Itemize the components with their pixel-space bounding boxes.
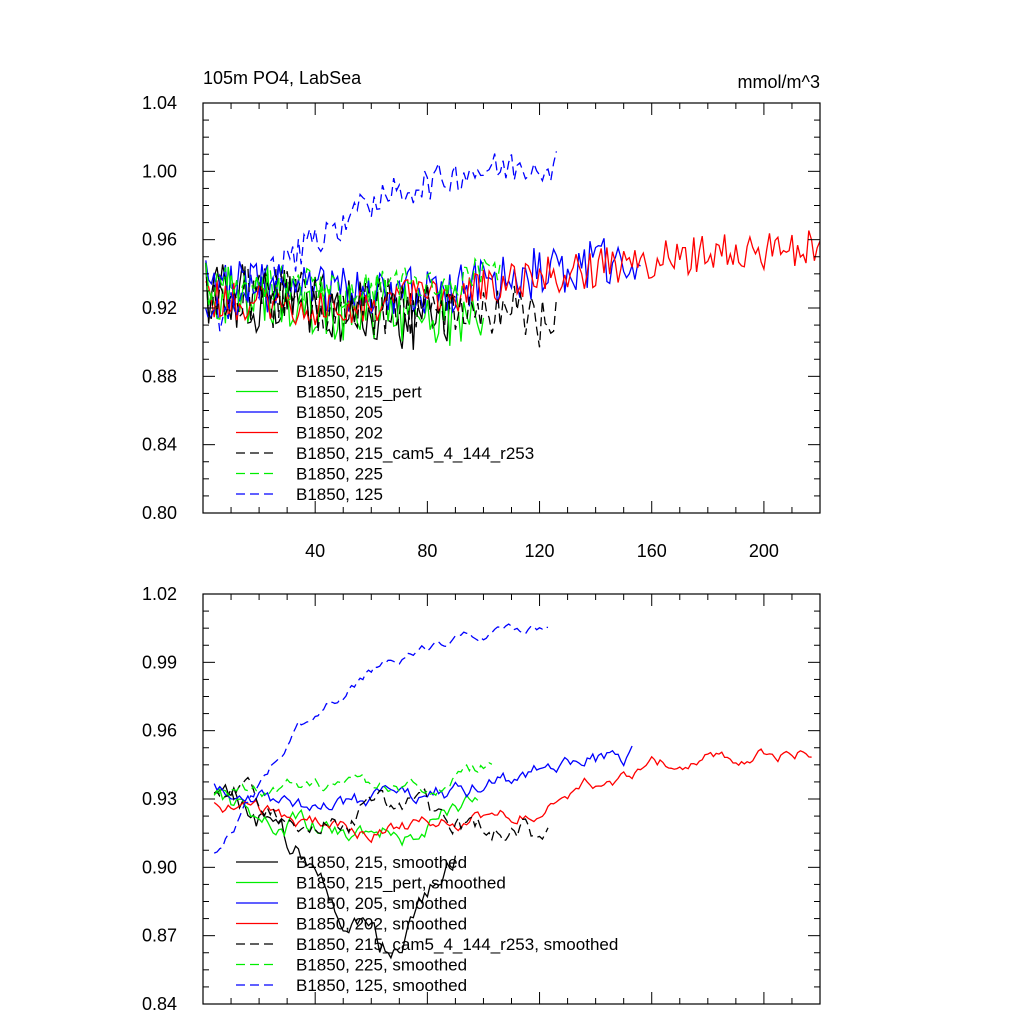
series-line-5 [205, 262, 558, 348]
legend-label: B1850, 125, smoothed [296, 976, 467, 995]
y-tick-label: 0.96 [142, 721, 177, 741]
legend-label: B1850, 215_pert, smoothed [296, 874, 506, 893]
series-line-2 [213, 788, 479, 847]
y-tick-label: 0.84 [142, 435, 177, 455]
y-tick-label: 0.87 [142, 926, 177, 946]
series-line-4 [205, 230, 820, 326]
series-line-4 [213, 748, 812, 844]
x-tick-label: 40 [305, 541, 325, 561]
legend-label: B1850, 215, smoothed [296, 853, 467, 872]
y-tick-label: 0.80 [142, 503, 177, 523]
y-tick-label: 0.93 [142, 789, 177, 809]
top-panel-series [205, 151, 820, 350]
legend-label: B1850, 215_pert [296, 383, 422, 402]
legend-label: B1850, 215_cam5_4_144_r253, smoothed [296, 935, 618, 954]
x-tick-label: 160 [637, 541, 667, 561]
y-tick-label: 0.96 [142, 230, 177, 250]
x-tick-label: 200 [749, 541, 779, 561]
bottom-panel-legend: B1850, 215, smoothed B1850, 215_pert, smo… [236, 853, 618, 995]
series-line-2 [205, 262, 485, 346]
legend-label: B1850, 225, smoothed [296, 956, 467, 975]
series-line-6 [213, 761, 493, 798]
top-panel: 105m PO4, LabSea mmol/m^3 0.800.840.880.… [142, 68, 821, 561]
bottom-panel: 0.84 0.87 0.90 0.93 0.96 0.99 1.02 B1850, 215,… [142, 584, 821, 1014]
y-tick-label: 0.99 [142, 652, 177, 672]
y-tick-label: 0.84 [142, 994, 177, 1014]
series-line-1 [214, 783, 457, 960]
legend-label: B1850, 202, smoothed [296, 915, 467, 934]
legend-label: B1850, 225 [296, 465, 383, 484]
x-tick-label: 80 [417, 541, 437, 561]
y-tick-label: 1.00 [142, 161, 177, 181]
top-panel-ticks: 0.80 0.84 0.88 0.92 0.96 1.00 1.04 40 80 120 160 20… [142, 93, 820, 561]
y-tick-label: 0.92 [142, 298, 177, 318]
series-line-6 [205, 256, 501, 310]
legend-label: B1850, 205, smoothed [296, 894, 467, 913]
legend-label: B1850, 205 [296, 403, 383, 422]
y-tick-label: 1.04 [142, 93, 177, 113]
top-panel-title: 105m PO4, LabSea [203, 68, 362, 88]
series-line-1 [205, 263, 456, 350]
series-line-7 [213, 623, 549, 854]
bottom-panel-series [213, 623, 812, 960]
y-tick-label: 1.02 [142, 584, 177, 604]
y-tick-label: 0.88 [142, 366, 177, 386]
top-panel-units: mmol/m^3 [738, 72, 820, 92]
series-line-5 [213, 776, 549, 842]
legend-label: B1850, 125 [296, 485, 383, 504]
series-line-3 [213, 745, 633, 812]
bottom-panel-ticks: 0.84 0.87 0.90 0.93 0.96 0.99 1.02 [142, 584, 820, 1014]
x-tick-label: 120 [525, 541, 555, 561]
y-tick-label: 0.90 [142, 857, 177, 877]
legend-label: B1850, 202 [296, 424, 383, 443]
legend-label: B1850, 215 [296, 362, 383, 381]
legend-label: B1850, 215_cam5_4_144_r253 [296, 444, 534, 463]
series-line-7 [205, 151, 558, 332]
